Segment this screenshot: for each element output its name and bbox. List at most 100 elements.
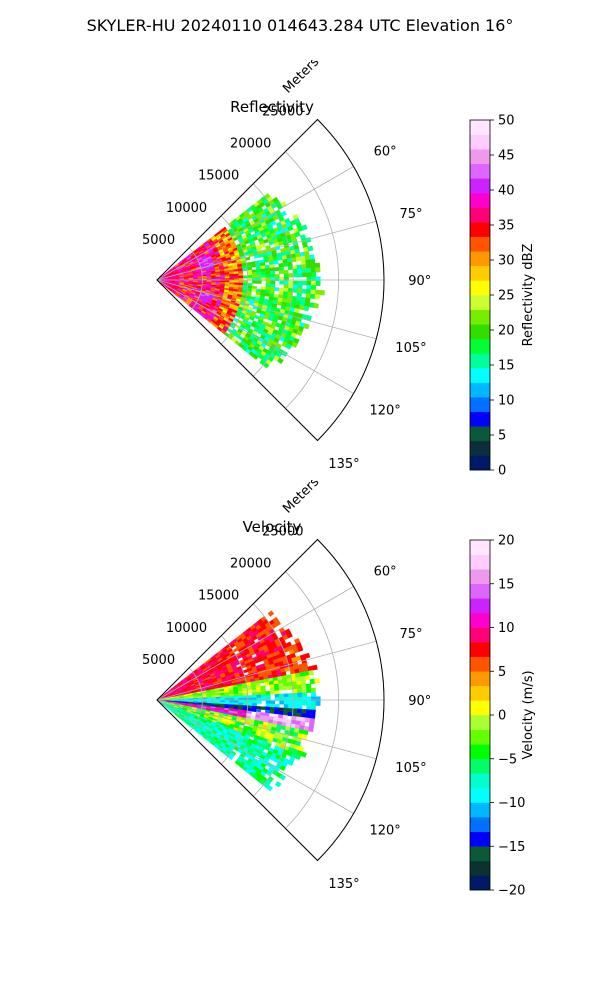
- grid-layer: [156, 539, 385, 861]
- radar-gate: [238, 700, 244, 704]
- radar-gate: [291, 341, 298, 348]
- radar-gate: [304, 255, 311, 261]
- radar-gate: [233, 695, 239, 699]
- radar-gate: [238, 280, 244, 284]
- azimuth-tick-label: 75°: [399, 207, 422, 222]
- radar-gate: [274, 287, 280, 292]
- radar-gate: [315, 696, 321, 702]
- radar-gate: [296, 330, 303, 337]
- radar-gate: [251, 272, 258, 276]
- radar-gate: [251, 288, 257, 293]
- colorbar-band: [470, 265, 490, 281]
- range-tick-label: 25000: [262, 524, 303, 539]
- radar-gate: [215, 696, 221, 700]
- radar-gate: [261, 274, 267, 279]
- range-tick-label: 5000: [142, 233, 175, 248]
- colorbar-band: [470, 875, 490, 891]
- colorbar-band: [470, 324, 490, 340]
- radar-gate: [247, 695, 253, 699]
- colorbar-tick-label: 50: [498, 114, 515, 129]
- radar-gate: [287, 288, 294, 293]
- radar-gate: [274, 703, 280, 708]
- radar-gate: [309, 678, 316, 685]
- radar-gate: [269, 684, 275, 689]
- radar-gate: [301, 268, 307, 274]
- radar-gate: [278, 686, 284, 691]
- radar-gate: [256, 691, 262, 696]
- radar-gate: [305, 683, 312, 689]
- radar-gate: [288, 704, 294, 709]
- radar-gate: [292, 288, 298, 294]
- radar-gate: [301, 700, 308, 706]
- radar-gate: [292, 272, 298, 278]
- radar-gate: [310, 285, 317, 291]
- radar-gate: [300, 259, 307, 266]
- radar-gate: [265, 700, 271, 705]
- radar-gate: [274, 780, 282, 788]
- radar-gate: [274, 690, 280, 695]
- colorbar-tick-label: 0: [498, 464, 506, 479]
- radar-gate: [301, 224, 308, 231]
- grid-layer: [156, 119, 385, 441]
- radar-gate: [229, 695, 235, 699]
- colorbar-tick-label: 40: [498, 184, 515, 199]
- radar-gate: [310, 709, 316, 715]
- radar-gate: [310, 705, 317, 711]
- radar-gate: [251, 708, 257, 713]
- range-tick-label: 10000: [166, 201, 207, 216]
- radar-gate: [259, 679, 265, 684]
- radar-gate: [238, 275, 244, 279]
- colorbar-band: [470, 685, 490, 701]
- radar-gate: [274, 707, 280, 712]
- radar-gate: [306, 272, 312, 278]
- range-axis-label: Meters: [280, 480, 322, 517]
- radar-gate: [278, 269, 285, 275]
- radar-gate: [292, 708, 298, 714]
- colorbar-tick-label: 10: [498, 394, 515, 409]
- radar-gate: [301, 733, 308, 740]
- radar-gate: [300, 255, 306, 262]
- radar-gate: [202, 277, 208, 280]
- radar-gate: [315, 700, 321, 706]
- colorbar-label: Velocity (m/s): [521, 670, 536, 759]
- colorbar-band: [470, 612, 490, 628]
- azimuth-tick-label: 60°: [374, 145, 397, 160]
- radar-gate: [256, 271, 262, 276]
- radar-gate: [280, 210, 287, 217]
- colorbar-band: [470, 207, 490, 223]
- colorbar-band: [470, 440, 490, 456]
- radar-gate: [304, 652, 311, 659]
- sector-frame: [156, 118, 385, 442]
- radar-gate: [292, 692, 298, 698]
- radar-gate: [224, 276, 230, 279]
- colorbar-band: [470, 860, 490, 876]
- radar-gate: [220, 696, 226, 699]
- radar-gate: [283, 707, 289, 713]
- radar-gate: [247, 700, 253, 704]
- radar-gate: [265, 694, 271, 698]
- azimuth-tick-label: 135°: [328, 457, 359, 472]
- radar-gate: [269, 687, 275, 692]
- radar-gate: [301, 264, 307, 270]
- radar-gate: [277, 255, 283, 261]
- radar-gate: [297, 696, 303, 702]
- colorbar-tick-label: 30: [498, 254, 515, 269]
- range-axis-label: Meters: [280, 60, 322, 97]
- radar-gate: [305, 314, 312, 321]
- radar-gate: [296, 264, 303, 270]
- colorbar-band: [470, 309, 490, 325]
- radar-gate: [306, 704, 312, 710]
- radar-gate: [297, 704, 303, 710]
- radar-gate: [288, 284, 294, 289]
- radar-gate: [300, 679, 307, 686]
- radar-gate: [292, 685, 298, 690]
- azimuth-tick-label: 90°: [408, 694, 431, 709]
- radar-gate: [301, 288, 307, 294]
- radar-gate: [315, 276, 321, 282]
- range-tick-label: 20000: [230, 137, 271, 152]
- radar-gate: [315, 280, 321, 286]
- radar-gate: [285, 343, 292, 350]
- radar-gate: [286, 632, 293, 639]
- radar-gate: [279, 280, 285, 285]
- radar-gate: [260, 706, 266, 711]
